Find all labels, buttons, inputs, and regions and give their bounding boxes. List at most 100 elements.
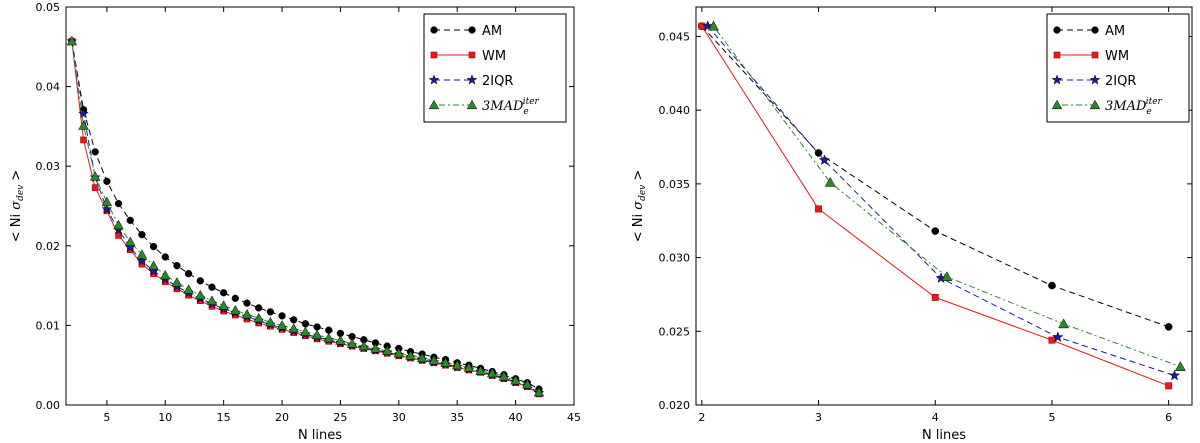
left-x-tick-label: 10 — [158, 411, 172, 424]
left-point-mad — [393, 347, 405, 358]
right-y-tick-label: 0.040 — [659, 104, 691, 117]
right-x-tick-label: 4 — [932, 411, 939, 424]
right-legend-marker-mad — [1051, 99, 1063, 110]
right-y-tick-label: 0.035 — [659, 178, 691, 191]
left-legend-marker-iqr — [466, 74, 478, 85]
left-point-mad — [463, 362, 475, 372]
left-point-mad — [230, 304, 241, 315]
left-point-wm — [80, 136, 87, 144]
right-legend-marker-mad — [1089, 99, 1101, 110]
right-point-am — [1164, 323, 1173, 331]
left-x-tick-label: 15 — [217, 411, 231, 424]
left-legend-marker-am — [430, 26, 438, 34]
right-legend-marker-iqr — [1089, 74, 1101, 85]
left-legend-label-mad: 3MADeiter — [482, 97, 540, 117]
left-point-mad — [265, 316, 276, 327]
left-point-am — [313, 323, 321, 331]
left-point-mad — [475, 365, 486, 375]
left-legend-marker-mad — [428, 99, 440, 110]
right-legend-marker-wm — [1053, 51, 1061, 59]
right-y-axis-label-sub: dev — [638, 185, 648, 201]
left-x-axis-label: N lines — [298, 428, 342, 443]
left-point-mad — [206, 295, 218, 305]
left-plot-ticks: 5 10 15 20 25 30 35 40 45 0.00 0.01 0.02 0.03 0.04 0.0… — [36, 1, 582, 424]
right-legend-marker-iqr — [1051, 74, 1063, 85]
left-point-mad — [533, 386, 545, 397]
left-point-am — [114, 199, 123, 208]
left-point-iqr — [136, 255, 148, 266]
right-legend-label-wm: WM — [1105, 49, 1129, 64]
left-point-mad — [370, 343, 381, 353]
right-legend-label-am: AM — [1105, 24, 1125, 39]
right-x-tick-label: 2 — [698, 411, 705, 424]
left-point-mad — [346, 338, 358, 348]
left-point-mad — [136, 249, 148, 259]
left-point-am — [231, 294, 239, 302]
left-x-tick-label: 5 — [103, 411, 110, 424]
left-x-tick-label: 25 — [333, 411, 347, 424]
right-x-tick-label: 5 — [1048, 411, 1055, 424]
left-point-mad — [358, 340, 370, 351]
right-plot-frame — [695, 6, 1193, 406]
right-y-tick-label: 0.025 — [659, 325, 691, 338]
left-point-mad — [323, 332, 334, 343]
left-y-tick-label: 0.01 — [36, 319, 61, 332]
left-point-am — [290, 316, 298, 324]
right-y-axis-label-prefix: < Ni — [631, 210, 646, 243]
right-point-wm — [931, 293, 939, 301]
left-y-tick-label: 0.02 — [36, 240, 61, 253]
right-x-axis-label: N lines — [922, 428, 966, 443]
left-point-mad — [498, 371, 510, 381]
left-x-tick-label: 40 — [509, 411, 523, 424]
left-point-mad — [487, 367, 498, 378]
right-legend-marker-wm — [1091, 51, 1099, 59]
right-legend-label-iqr: 2IQR — [1105, 74, 1136, 89]
left-point-mad — [311, 329, 323, 340]
right-y-axis-label-sigma: σ — [631, 200, 646, 210]
left-legend-label-iqr: 2IQR — [482, 74, 513, 89]
left-point-mad — [300, 326, 311, 336]
right-point-am — [1048, 281, 1056, 290]
left-y-tick-label: 0.00 — [36, 399, 61, 412]
right-legend-marker-am — [1053, 26, 1061, 34]
left-plot: 5 10 15 20 25 30 35 40 45 0.00 0.01 0.02 0.03 0.04 0.0… — [9, 1, 581, 443]
right-point-wm — [1165, 382, 1173, 390]
right-point-mad — [824, 176, 836, 187]
left-point-mad — [218, 300, 229, 310]
left-y-tick-label: 0.05 — [36, 1, 61, 14]
right-legend-box — [1046, 13, 1190, 123]
right-point-am — [931, 227, 940, 235]
left-legend-marker-wm — [468, 51, 476, 59]
right-y-tick-label: 0.045 — [659, 30, 691, 43]
left-point-am — [196, 277, 204, 285]
left-y-axis-label-prefix: < Ni — [9, 210, 24, 243]
left-point-mad — [276, 320, 288, 330]
right-point-wm — [1048, 336, 1056, 344]
right-x-tick-label: 3 — [815, 411, 822, 424]
left-legend: AM WM 2IQR 3MADeiter — [423, 13, 567, 123]
right-point-iqr — [818, 154, 831, 166]
left-point-am — [184, 270, 193, 278]
left-point-mad — [451, 359, 463, 370]
left-point-mad — [160, 269, 171, 280]
left-legend-marker-iqr — [428, 74, 440, 85]
left-point-mad — [66, 35, 78, 46]
left-point-am — [161, 253, 169, 261]
right-y-tick-label: 0.020 — [659, 399, 691, 412]
left-point-mad — [183, 284, 194, 294]
left-point-mad — [78, 120, 89, 130]
right-point-mad — [708, 20, 719, 31]
left-point-am — [138, 231, 146, 239]
left-legend-box — [423, 13, 567, 123]
left-y-axis-label-sigma: σ — [9, 200, 24, 210]
right-legend: AM WM 2IQR 3MADeiter — [1046, 13, 1190, 123]
left-y-tick-label: 0.03 — [36, 160, 61, 173]
left-point-am — [266, 308, 275, 316]
left-series-line-am — [71, 41, 540, 390]
left-x-tick-label: 30 — [392, 411, 406, 424]
left-legend-marker-wm — [430, 51, 438, 59]
left-y-tick-label: 0.04 — [36, 81, 61, 94]
left-point-mad — [113, 219, 124, 230]
right-plot: 2 3 4 5 6 0.020 0.025 0.030 0.035 0.040 0.045 N li… — [631, 6, 1193, 443]
